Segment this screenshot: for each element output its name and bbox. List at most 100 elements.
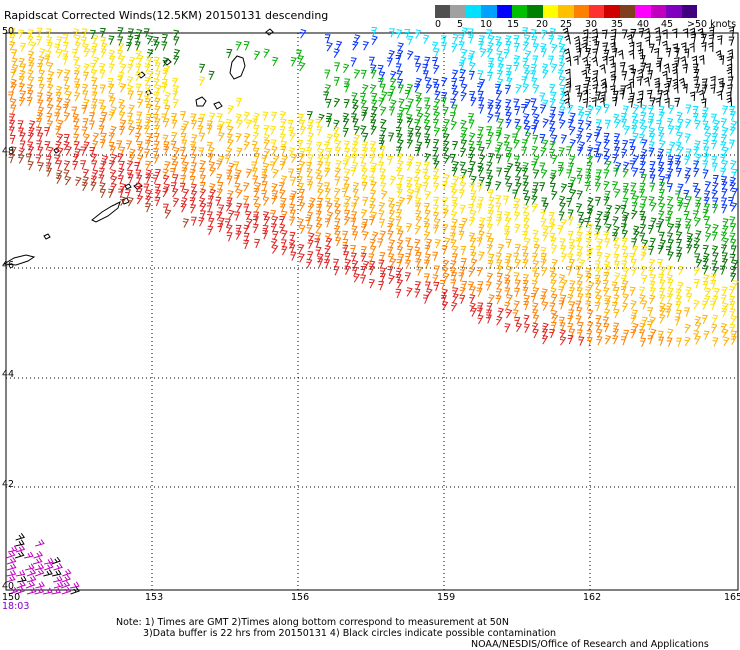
wind-barb [288, 168, 295, 178]
wind-barb [469, 146, 476, 157]
wind-barb [711, 245, 719, 255]
wind-barb [577, 146, 584, 157]
wind-barb [424, 153, 431, 163]
wind-barb [45, 28, 52, 38]
wind-barb [120, 196, 127, 206]
wind-barb [567, 253, 574, 263]
wind-barb [486, 161, 493, 171]
wind-barb [326, 133, 334, 144]
wind-barb [533, 169, 540, 179]
wind-barb [395, 288, 402, 299]
wind-barb [10, 146, 17, 156]
wind-barb [676, 131, 684, 142]
wind-barb [334, 202, 341, 213]
wind-barb [145, 195, 152, 205]
wind-barb [61, 587, 72, 595]
wind-barb [135, 49, 142, 60]
wind-barb [631, 209, 638, 220]
wind-barb [576, 329, 583, 339]
wind-barb [586, 155, 594, 165]
lat-label: 50 [2, 26, 15, 37]
wind-barb [17, 29, 25, 39]
wind-barb [610, 62, 616, 73]
legend-label: 10 [480, 19, 493, 30]
wind-barb [496, 315, 503, 326]
wind-barb [486, 126, 493, 136]
wind-barb [710, 273, 717, 283]
wind-barb [390, 77, 397, 88]
wind-barb [532, 308, 539, 319]
wind-barb [467, 55, 474, 65]
wind-barb [513, 204, 520, 214]
wind-barb [333, 119, 340, 130]
wind-barb [640, 104, 648, 114]
wind-barb [663, 82, 670, 93]
wind-barb [629, 286, 636, 297]
wind-barb [352, 118, 359, 128]
wind-barb [98, 125, 105, 135]
wind-barb [586, 246, 594, 257]
wind-barb [477, 281, 484, 291]
wind-barb [504, 168, 511, 178]
wind-barb [720, 153, 727, 164]
wind-barb [37, 161, 44, 172]
wind-barb [577, 322, 584, 332]
wind-barb [146, 56, 153, 66]
wind-barb [658, 210, 665, 220]
wind-barb [567, 293, 574, 304]
wind-barb [38, 83, 45, 94]
wind-barb [378, 210, 385, 220]
wind-barb [234, 211, 241, 221]
wind-barb [477, 182, 483, 192]
wind-barb [620, 85, 627, 95]
wind-barb [621, 302, 629, 313]
wind-barb [72, 160, 79, 171]
wind-barb [468, 140, 475, 151]
wind-barb [9, 134, 16, 145]
wind-barb [729, 110, 737, 121]
wind-barb [720, 117, 728, 128]
wind-barb [163, 145, 170, 156]
legend-label: 0 [435, 19, 442, 30]
wind-barb [549, 127, 556, 137]
wind-barb [180, 203, 187, 213]
wind-barb [26, 84, 34, 94]
wind-barb [504, 84, 512, 95]
wind-barb [143, 28, 150, 38]
wind-barb [585, 293, 592, 303]
wind-barb [99, 62, 106, 73]
wind-barb [37, 62, 44, 73]
lat-label: 46 [2, 260, 15, 271]
wind-barb [137, 146, 144, 156]
wind-barb [685, 224, 691, 234]
wind-barb [644, 27, 651, 38]
wind-barb [34, 563, 45, 571]
wind-barb [584, 63, 591, 74]
wind-barb [710, 84, 716, 94]
wind-barb [674, 47, 680, 58]
wind-barb [407, 245, 414, 256]
wind-barb [137, 98, 144, 109]
wind-barb [560, 183, 568, 193]
wind-barb [513, 98, 520, 108]
wind-barb [63, 140, 70, 151]
wind-barb [729, 181, 736, 192]
wind-barb [28, 62, 35, 72]
wind-barb [595, 196, 601, 207]
wind-barb [53, 581, 64, 589]
wind-barb [467, 168, 474, 178]
wind-barb [640, 148, 648, 158]
wind-barb [560, 48, 567, 58]
wind-barb [353, 125, 360, 136]
wind-barb [424, 112, 431, 122]
wind-barb [587, 146, 594, 157]
wind-barb [504, 287, 511, 297]
wind-barb [582, 36, 588, 46]
wind-barb [297, 55, 305, 65]
wind-barb [26, 568, 37, 577]
wind-barb [227, 138, 234, 149]
wind-barb [730, 245, 737, 255]
wind-barb [551, 293, 558, 304]
wind-barb [333, 197, 340, 207]
